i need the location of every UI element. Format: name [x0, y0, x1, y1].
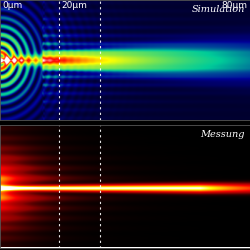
Text: Messung: Messung — [200, 130, 245, 139]
Text: 20μm: 20μm — [61, 1, 87, 10]
Text: 80μm: 80μm — [222, 1, 248, 10]
Text: Simulation: Simulation — [192, 5, 245, 14]
Text: 0μm: 0μm — [2, 1, 23, 10]
